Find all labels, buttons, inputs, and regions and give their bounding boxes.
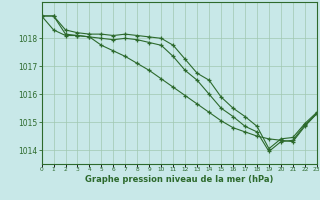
X-axis label: Graphe pression niveau de la mer (hPa): Graphe pression niveau de la mer (hPa) bbox=[85, 175, 273, 184]
